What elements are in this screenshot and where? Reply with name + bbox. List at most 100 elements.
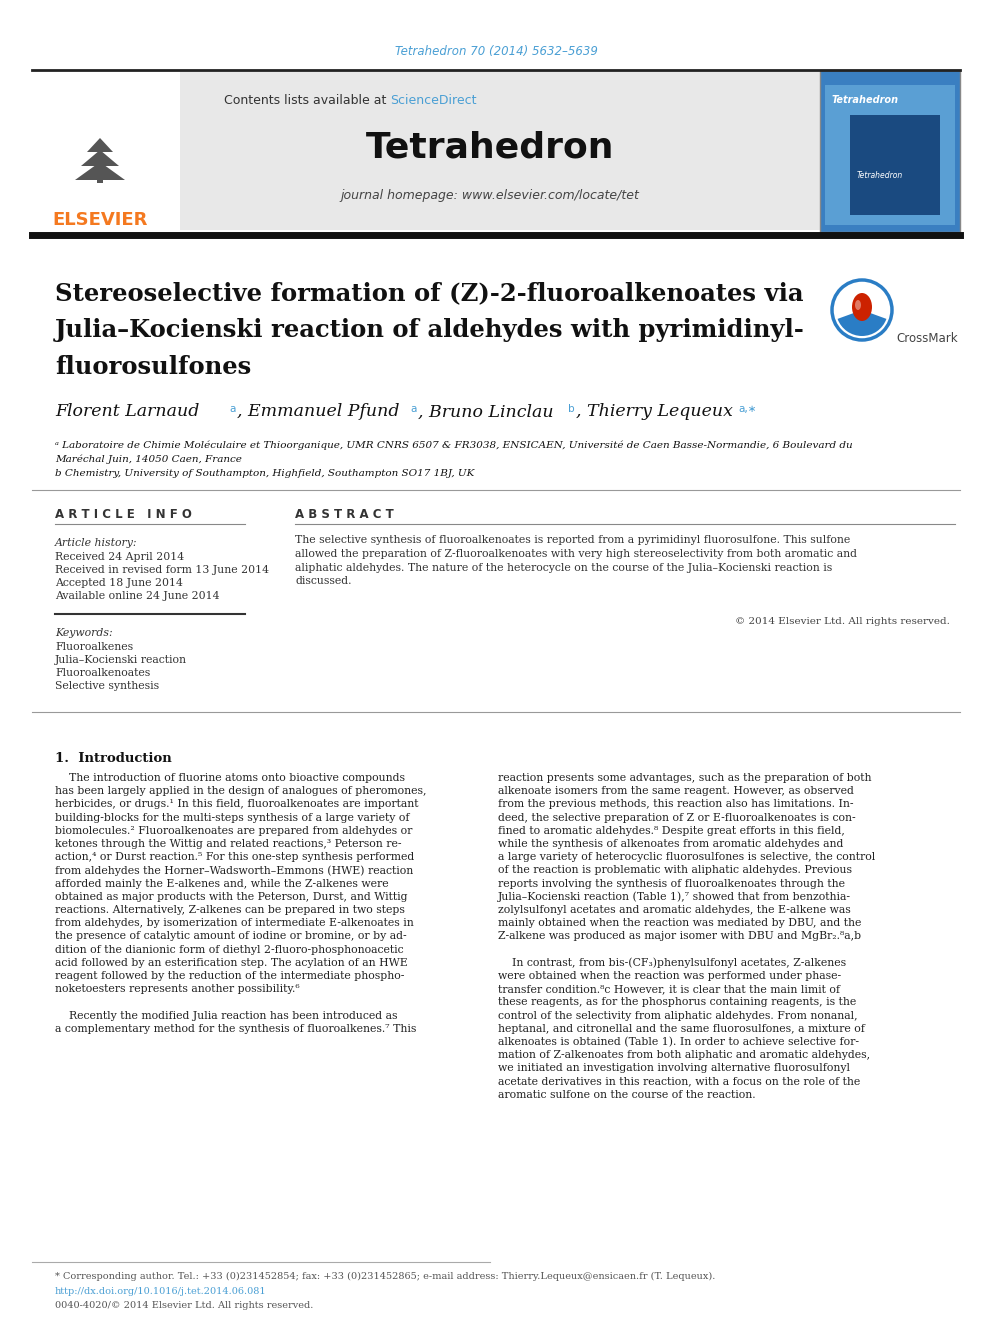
Text: we initiated an investigation involving alternative fluorosulfonyl: we initiated an investigation involving … — [498, 1064, 850, 1073]
Text: reports involving the synthesis of fluoroalkenoates through the: reports involving the synthesis of fluor… — [498, 878, 845, 889]
Text: from aldehydes the Horner–Wadsworth–Emmons (HWE) reaction: from aldehydes the Horner–Wadsworth–Emmo… — [55, 865, 414, 876]
Text: fluorosulfones: fluorosulfones — [55, 355, 251, 378]
Bar — [850, 115, 940, 216]
Text: a complementary method for the synthesis of fluoroalkenes.⁷ This: a complementary method for the synthesis… — [55, 1024, 417, 1033]
Polygon shape — [87, 138, 113, 152]
Text: building-blocks for the multi-steps synthesis of a large variety of: building-blocks for the multi-steps synt… — [55, 812, 410, 823]
Wedge shape — [837, 310, 887, 336]
Text: The introduction of fluorine atoms onto bioactive compounds: The introduction of fluorine atoms onto … — [55, 773, 405, 783]
Text: , Bruno Linclau: , Bruno Linclau — [418, 404, 554, 421]
Text: were obtained when the reaction was performed under phase-: were obtained when the reaction was perf… — [498, 971, 841, 980]
Text: Available online 24 June 2014: Available online 24 June 2014 — [55, 591, 219, 601]
Text: ketones through the Wittig and related reactions,³ Peterson re-: ketones through the Wittig and related r… — [55, 839, 402, 849]
Text: reagent followed by the reduction of the intermediate phospho-: reagent followed by the reduction of the… — [55, 971, 405, 980]
Text: © 2014 Elsevier Ltd. All rights reserved.: © 2014 Elsevier Ltd. All rights reserved… — [735, 618, 950, 627]
Text: zolylsulfonyl acetates and aromatic aldehydes, the E-alkene was: zolylsulfonyl acetates and aromatic alde… — [498, 905, 851, 916]
Text: 1.  Introduction: 1. Introduction — [55, 751, 172, 765]
Bar — [97, 175, 103, 183]
Text: transfer condition.⁸c However, it is clear that the main limit of: transfer condition.⁸c However, it is cle… — [498, 984, 840, 994]
Text: aromatic sulfone on the course of the reaction.: aromatic sulfone on the course of the re… — [498, 1090, 756, 1099]
Text: a: a — [410, 404, 417, 414]
Ellipse shape — [852, 292, 872, 321]
Circle shape — [832, 280, 892, 340]
Polygon shape — [81, 149, 119, 165]
Text: of the reaction is problematic with aliphatic aldehydes. Previous: of the reaction is problematic with alip… — [498, 865, 852, 876]
Text: b: b — [568, 404, 574, 414]
Text: Contents lists available at: Contents lists available at — [223, 94, 390, 106]
Text: heptanal, and citronellal and the same fluorosulfones, a mixture of: heptanal, and citronellal and the same f… — [498, 1024, 865, 1033]
Text: action,⁴ or Durst reaction.⁵ For this one-step synthesis performed: action,⁴ or Durst reaction.⁵ For this on… — [55, 852, 415, 863]
Text: Received in revised form 13 June 2014: Received in revised form 13 June 2014 — [55, 565, 269, 576]
Text: ᵃ Laboratoire de Chimie Moléculaire et Thioorganique, UMR CNRS 6507 & FR3038, EN: ᵃ Laboratoire de Chimie Moléculaire et T… — [55, 441, 853, 450]
Text: Fluoroalkenes: Fluoroalkenes — [55, 642, 133, 652]
Bar — [820, 70, 960, 232]
Text: Z-alkene was produced as major isomer with DBU and MgBr₂.⁸a,b: Z-alkene was produced as major isomer wi… — [498, 931, 861, 942]
Text: a,∗: a,∗ — [738, 404, 757, 414]
Text: biomolecules.² Fluoroalkenoates are prepared from aldehydes or: biomolecules.² Fluoroalkenoates are prep… — [55, 826, 413, 836]
Polygon shape — [75, 161, 125, 180]
Text: Tetrahedron: Tetrahedron — [831, 95, 899, 105]
Text: A B S T R A C T: A B S T R A C T — [295, 508, 394, 520]
Text: http://dx.doi.org/10.1016/j.tet.2014.06.081: http://dx.doi.org/10.1016/j.tet.2014.06.… — [55, 1286, 267, 1295]
Text: Recently the modified Julia reaction has been introduced as: Recently the modified Julia reaction has… — [55, 1011, 398, 1020]
Text: acid followed by an esterification step. The acylation of an HWE: acid followed by an esterification step.… — [55, 958, 408, 968]
Bar — [825, 85, 955, 225]
Text: Received 24 April 2014: Received 24 April 2014 — [55, 552, 185, 562]
Text: acetate derivatives in this reaction, with a focus on the role of the: acetate derivatives in this reaction, wi… — [498, 1077, 860, 1086]
Text: a: a — [229, 404, 235, 414]
Text: mation of Z-alkenoates from both aliphatic and aromatic aldehydes,: mation of Z-alkenoates from both aliphat… — [498, 1050, 870, 1060]
Text: , Emmanuel Pfund: , Emmanuel Pfund — [237, 404, 400, 421]
Text: The selective synthesis of fluoroalkenoates is reported from a pyrimidinyl fluor: The selective synthesis of fluoroalkenoa… — [295, 534, 850, 545]
Text: mainly obtained when the reaction was mediated by DBU, and the: mainly obtained when the reaction was me… — [498, 918, 861, 929]
Text: has been largely applied in the design of analogues of pheromones,: has been largely applied in the design o… — [55, 786, 427, 796]
Text: b Chemistry, University of Southampton, Highfield, Southampton SO17 1BJ, UK: b Chemistry, University of Southampton, … — [55, 468, 474, 478]
Text: Keywords:: Keywords: — [55, 628, 113, 638]
Text: from aldehydes, by isomerization of intermediate E-alkenoates in: from aldehydes, by isomerization of inte… — [55, 918, 414, 929]
Text: allowed the preparation of Z-fluoroalkenoates with very high stereoselectivity f: allowed the preparation of Z-fluoroalken… — [295, 549, 857, 558]
Text: herbicides, or drugs.¹ In this field, fluoroalkenoates are important: herbicides, or drugs.¹ In this field, fl… — [55, 799, 419, 810]
Text: CrossMark: CrossMark — [896, 332, 957, 344]
Text: A R T I C L E   I N F O: A R T I C L E I N F O — [55, 508, 191, 520]
Text: Stereoselective formation of (Z)-2-fluoroalkenoates via: Stereoselective formation of (Z)-2-fluor… — [55, 280, 804, 306]
Text: Julia–Kocienski reaction: Julia–Kocienski reaction — [55, 655, 187, 665]
Text: while the synthesis of alkenoates from aromatic aldehydes and: while the synthesis of alkenoates from a… — [498, 839, 843, 849]
Text: Julia–Kocienski reaction of aldehydes with pyrimidinyl-: Julia–Kocienski reaction of aldehydes wi… — [55, 318, 805, 343]
Text: reactions. Alternatively, Z-alkenes can be prepared in two steps: reactions. Alternatively, Z-alkenes can … — [55, 905, 405, 916]
Text: Fluoroalkenoates: Fluoroalkenoates — [55, 668, 150, 677]
Text: afforded mainly the E-alkenes and, while the Z-alkenes were: afforded mainly the E-alkenes and, while… — [55, 878, 389, 889]
Bar — [32, 70, 820, 230]
Text: noketoesters represents another possibility.⁶: noketoesters represents another possibil… — [55, 984, 300, 994]
Text: Selective synthesis: Selective synthesis — [55, 681, 159, 691]
Text: Tetrahedron: Tetrahedron — [857, 171, 903, 180]
Text: control of the selectivity from aliphatic aldehydes. From nonanal,: control of the selectivity from aliphati… — [498, 1011, 858, 1020]
Text: discussed.: discussed. — [295, 577, 351, 586]
Text: Julia–Kocienski reaction (Table 1),⁷ showed that from benzothia-: Julia–Kocienski reaction (Table 1),⁷ sho… — [498, 892, 851, 902]
Text: Tetrahedron: Tetrahedron — [366, 131, 614, 165]
Text: alkenoates is obtained (Table 1). In order to achieve selective for-: alkenoates is obtained (Table 1). In ord… — [498, 1037, 859, 1048]
Text: 0040-4020/© 2014 Elsevier Ltd. All rights reserved.: 0040-4020/© 2014 Elsevier Ltd. All right… — [55, 1301, 313, 1310]
Text: Tetrahedron 70 (2014) 5632–5639: Tetrahedron 70 (2014) 5632–5639 — [395, 45, 597, 58]
Text: these reagents, as for the phosphorus containing reagents, is the: these reagents, as for the phosphorus co… — [498, 998, 856, 1007]
Text: the presence of catalytic amount of iodine or bromine, or by ad-: the presence of catalytic amount of iodi… — [55, 931, 407, 942]
Text: ScienceDirect: ScienceDirect — [390, 94, 476, 106]
Text: * Corresponding author. Tel.: +33 (0)231452854; fax: +33 (0)231452865; e-mail ad: * Corresponding author. Tel.: +33 (0)231… — [55, 1271, 715, 1281]
Text: obtained as major products with the Peterson, Durst, and Wittig: obtained as major products with the Pete… — [55, 892, 408, 902]
Text: Accepted 18 June 2014: Accepted 18 June 2014 — [55, 578, 183, 587]
Text: ELSEVIER: ELSEVIER — [53, 210, 148, 229]
Text: alkenoate isomers from the same reagent. However, as observed: alkenoate isomers from the same reagent.… — [498, 786, 854, 796]
Text: Maréchal Juin, 14050 Caen, France: Maréchal Juin, 14050 Caen, France — [55, 454, 242, 464]
Text: dition of the dianionic form of diethyl 2-fluoro-phosphonoacetic: dition of the dianionic form of diethyl … — [55, 945, 404, 955]
Text: aliphatic aldehydes. The nature of the heterocycle on the course of the Julia–Ko: aliphatic aldehydes. The nature of the h… — [295, 562, 832, 573]
Text: from the previous methods, this reaction also has limitations. In-: from the previous methods, this reaction… — [498, 799, 853, 810]
Bar — [32, 70, 180, 230]
Text: fined to aromatic aldehydes.⁸ Despite great efforts in this field,: fined to aromatic aldehydes.⁸ Despite gr… — [498, 826, 845, 836]
Text: In contrast, from bis-(CF₃)phenylsulfonyl acetates, Z-alkenes: In contrast, from bis-(CF₃)phenylsulfony… — [498, 958, 846, 968]
Ellipse shape — [855, 300, 861, 310]
Text: Article history:: Article history: — [55, 538, 138, 548]
Text: deed, the selective preparation of Z or E-fluoroalkenoates is con-: deed, the selective preparation of Z or … — [498, 812, 856, 823]
Text: reaction presents some advantages, such as the preparation of both: reaction presents some advantages, such … — [498, 773, 872, 783]
Text: Florent Larnaud: Florent Larnaud — [55, 404, 199, 421]
Text: journal homepage: www.elsevier.com/locate/tet: journal homepage: www.elsevier.com/locat… — [340, 188, 640, 201]
Text: , Thierry Lequeux: , Thierry Lequeux — [576, 404, 733, 421]
Text: a large variety of heterocyclic fluorosulfones is selective, the control: a large variety of heterocyclic fluorosu… — [498, 852, 875, 863]
